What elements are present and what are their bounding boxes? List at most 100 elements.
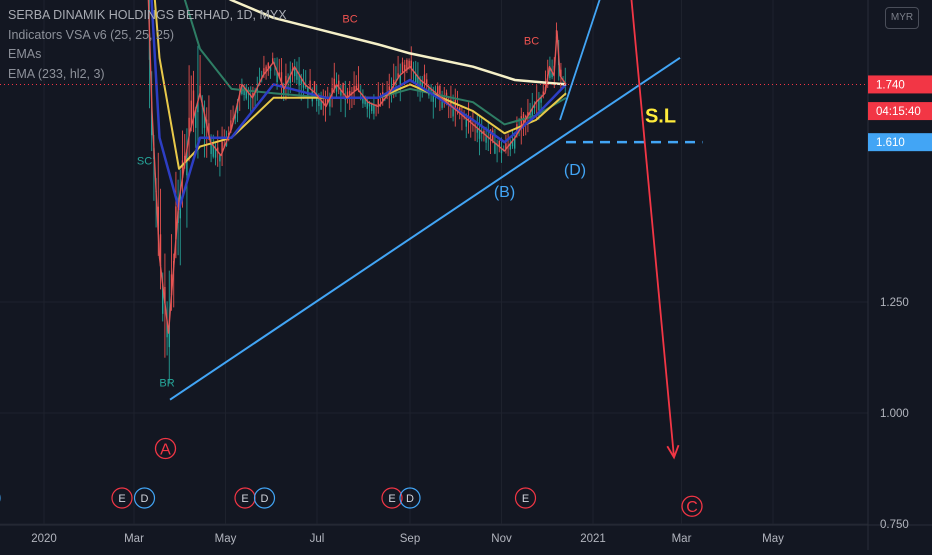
- grid: [0, 0, 868, 525]
- candle-body: [529, 112, 531, 116]
- x-tick-label: Nov: [491, 533, 512, 545]
- candle-body: [505, 143, 507, 150]
- candle-body: [560, 69, 562, 77]
- candle-body: [309, 80, 311, 89]
- candle-body: [188, 117, 190, 136]
- price-label-bg: [868, 133, 932, 152]
- candle-body: [540, 97, 542, 103]
- candle-body: [338, 80, 340, 88]
- candle-body: [192, 90, 195, 119]
- event-marker-circle: [111, 487, 133, 509]
- candle-body: [494, 142, 496, 154]
- x-tick-label: May: [215, 533, 237, 545]
- candle-body: [373, 104, 375, 114]
- candle-body: [355, 85, 357, 90]
- event-marker-circle: [253, 487, 276, 509]
- symbol-title[interactable]: SERBA DINAMIK HOLDINGS BERHAD, 1D, MYX: [8, 8, 287, 22]
- close-price-line: [147, 0, 567, 334]
- price-label-bg: [868, 75, 932, 94]
- candle-body: [263, 68, 265, 75]
- candle-body: [516, 124, 518, 135]
- candle-body: [542, 91, 544, 95]
- candle-body: [415, 73, 417, 83]
- indicator-ema-233[interactable]: EMA (233, hl2, 3): [8, 66, 105, 81]
- candle-body: [307, 86, 309, 96]
- event-marker-circle: [133, 487, 156, 509]
- candle-body: [195, 109, 197, 128]
- currency-button[interactable]: MYR: [885, 7, 919, 29]
- candle-body: [168, 322, 170, 348]
- candle-body: [190, 100, 192, 127]
- candle-body: [331, 88, 333, 94]
- candle-body: [437, 86, 439, 95]
- candle-body: [399, 74, 401, 84]
- candle-body: [296, 70, 298, 80]
- candle-body: [346, 91, 349, 98]
- candle-body: [357, 83, 360, 91]
- indicator-vsa[interactable]: Indicators VSA v6 (25, 25, 25): [8, 27, 175, 42]
- candle-body: [439, 85, 441, 97]
- event-marker: D: [261, 493, 269, 505]
- candle-body: [551, 71, 553, 78]
- y-tick-label: 1.250: [880, 297, 909, 309]
- candle-body: [203, 114, 206, 128]
- candle-body: [492, 130, 494, 142]
- candle-body: [498, 140, 500, 147]
- event-marker: D: [406, 493, 414, 505]
- vsa-label: SC: [137, 155, 152, 167]
- candle-body: [404, 64, 406, 72]
- candle-body: [166, 321, 168, 338]
- candle-body: [465, 118, 467, 127]
- candle-body: [302, 81, 305, 88]
- candle-body: [283, 88, 285, 95]
- candle-body: [329, 98, 331, 107]
- candle-body: [318, 97, 320, 107]
- x-tick-label: May: [762, 533, 784, 545]
- candle-body: [269, 66, 272, 71]
- candle-body: [335, 84, 338, 92]
- event-marker: E: [118, 493, 125, 505]
- candle-body: [320, 100, 322, 110]
- ema-fast-line: [150, 0, 567, 211]
- event-marker-circle: [399, 487, 421, 509]
- candle-body: [340, 90, 342, 96]
- candle-body: [278, 72, 280, 77]
- candle-body: [214, 148, 217, 158]
- candle-body: [230, 120, 232, 131]
- candle-body: [368, 102, 371, 107]
- candle-body: [397, 73, 399, 78]
- candle-body: [511, 140, 514, 147]
- candle-body: [324, 96, 327, 107]
- label-layer: ABC(A)(B)(C)(D)(E)S.LSCBRBCBCBtSDEDEDEDE: [0, 13, 703, 517]
- candle-body: [300, 78, 302, 84]
- candle-body: [280, 72, 283, 83]
- candle-body: [333, 78, 335, 90]
- price-label-bg: [868, 102, 932, 121]
- candle-body: [225, 141, 228, 146]
- x-tick-label: Jul: [310, 533, 325, 545]
- candle-body: [162, 284, 164, 314]
- candle-body: [476, 128, 478, 133]
- candle-body: [408, 60, 410, 68]
- candle-body: [219, 154, 221, 162]
- candle-body: [170, 274, 173, 296]
- y-tick-label: 1.000: [880, 408, 909, 420]
- event-marker: E: [522, 493, 529, 505]
- event-marker: D: [141, 493, 149, 505]
- candle-body: [423, 74, 426, 84]
- candle-body: [342, 82, 344, 93]
- candle-body: [285, 75, 287, 85]
- indicator-emas[interactable]: EMAs: [8, 47, 42, 61]
- candle-body: [175, 206, 177, 240]
- candle-body: [430, 88, 432, 92]
- candle-body: [481, 131, 483, 134]
- candle-body: [388, 86, 390, 93]
- forecast-arrow: [630, 0, 675, 458]
- price-label: 1.610: [876, 137, 905, 149]
- candle-body: [421, 81, 423, 90]
- vsa-label: BC: [342, 13, 357, 25]
- event-marker: E: [241, 493, 248, 505]
